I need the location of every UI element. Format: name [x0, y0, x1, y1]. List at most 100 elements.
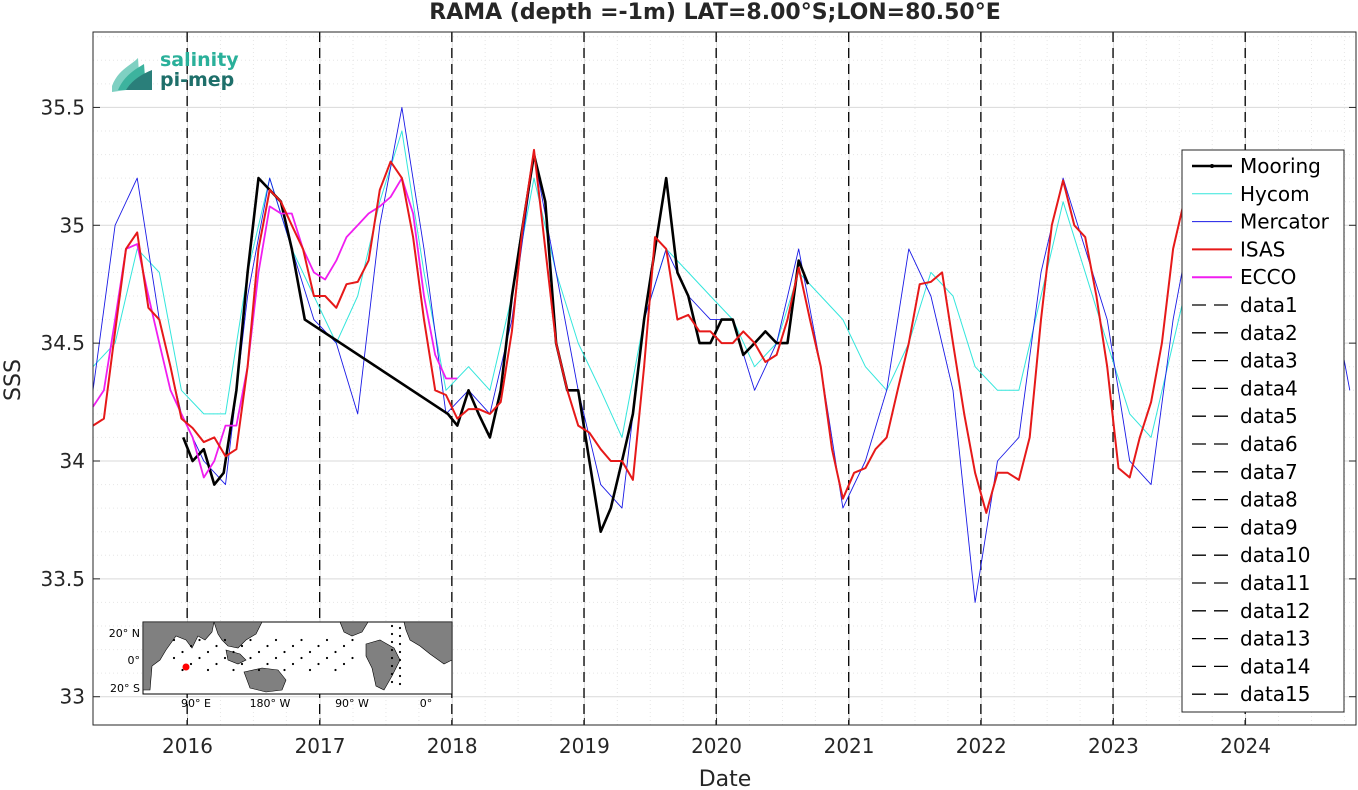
inset-mooring-dot: [342, 644, 346, 648]
inset-mooring-dot: [390, 664, 394, 668]
inset-mooring-dot: [198, 638, 201, 642]
inset-mooring-dot: [300, 656, 303, 660]
inset-mooring-dot: [317, 644, 320, 648]
inset-mooring-dot: [223, 638, 227, 642]
inset-mooring-dot: [325, 638, 329, 642]
legend: Mooring Hycom Mercator ISAS ECCO data1 data2 da…: [1181, 149, 1345, 713]
inset-lat-label-1: 20° N: [109, 627, 140, 640]
inset-mooring-dot: [215, 662, 218, 666]
inset-mooring-dot: [266, 662, 269, 666]
inset-lat-label-3: 20° S: [110, 682, 140, 695]
legend-label: Mercator: [1240, 210, 1330, 234]
inset-landmass: [142, 621, 215, 691]
y-tick-label: 35: [60, 213, 85, 237]
inset-mooring-dot: [274, 638, 278, 642]
inset-mooring-dot: [172, 656, 176, 660]
chart-title: RAMA (depth =-1m) LAT=8.00°S;LON=80.50°E: [429, 0, 1000, 25]
legend-box: [1181, 149, 1345, 713]
inset-landmass: [365, 639, 401, 691]
inset-mooring-dots: [172, 624, 402, 686]
legend-label: data5: [1240, 404, 1298, 428]
x-tick-label: 2024: [1220, 734, 1271, 758]
inset-mooring-dot: [257, 668, 261, 672]
y-tick-label: 35.5: [40, 95, 85, 119]
x-tick-label: 2018: [427, 734, 478, 758]
y-tick-label: 34: [60, 449, 85, 473]
legend-label: data8: [1240, 488, 1298, 512]
inset-mooring-dot: [351, 656, 354, 660]
legend-label: data2: [1240, 321, 1298, 345]
inset-mooring-dot: [334, 650, 337, 654]
legend-label: Mooring: [1240, 154, 1321, 178]
inset-mooring-dot: [398, 666, 402, 670]
inset-mooring-dot: [291, 662, 295, 666]
legend-label: data15: [1240, 682, 1311, 706]
legend-marker: [1210, 164, 1214, 168]
x-tick-label: 2020: [691, 734, 742, 758]
inset-mooring-dot: [390, 632, 394, 636]
legend-label: data3: [1240, 349, 1298, 373]
inset-mooring-dot: [240, 662, 244, 666]
inset-mooring-dot: [390, 680, 394, 684]
inset-landmass: [213, 621, 263, 649]
x-tick-label: 2016: [162, 734, 213, 758]
inset-lon-label-3: 90° W: [335, 697, 369, 710]
inset-mooring-dot: [398, 650, 402, 654]
inset-mooring-dot: [283, 668, 286, 672]
inset-mooring-dot: [189, 644, 193, 648]
legend-label: data4: [1240, 376, 1298, 400]
inset-mooring-dot: [351, 638, 354, 642]
inset-mooring-dot: [390, 656, 394, 660]
inset-mooring-dot: [398, 626, 402, 630]
inset-mooring-dot: [198, 656, 201, 660]
legend-label: data9: [1240, 515, 1298, 539]
salinity-pi-mep-logo: salinity pi-mep: [112, 49, 239, 92]
plot-area: [93, 32, 1356, 725]
inset-mooring-dot: [390, 672, 394, 676]
x-tick-label: 2023: [1088, 734, 1139, 758]
series-line-isas: [92, 148, 1185, 514]
inset-mooring-dot: [398, 642, 402, 646]
mooring-location-marker: [182, 663, 190, 671]
legend-label: data1: [1240, 293, 1298, 317]
inset-mooring-dot: [232, 668, 235, 672]
legend-label: ECCO: [1240, 265, 1296, 289]
inset-mooring-dot: [206, 650, 210, 654]
inset-mooring-dot: [206, 668, 210, 672]
legend-label: data11: [1240, 571, 1311, 595]
x-tick-label: 2021: [824, 734, 875, 758]
inset-mooring-dot: [308, 668, 312, 672]
inset-mooring-dot: [390, 624, 394, 628]
inset-mooring-dot: [300, 638, 303, 642]
inset-mooring-dot: [215, 644, 218, 648]
inset-mooring-dot: [334, 668, 337, 672]
year-divider-lines: [186, 32, 1246, 725]
inset-mooring-dot: [291, 644, 295, 648]
legend-label: data6: [1240, 432, 1298, 456]
y-axis-ticks: 33 33.5 34 34.5 35 35.5: [40, 95, 1356, 709]
wave-logo-icon: [112, 58, 152, 92]
inset-mooring-dot: [317, 662, 320, 666]
x-tick-label: 2019: [559, 734, 610, 758]
inset-mooring-dot: [274, 656, 278, 660]
legend-label: data7: [1240, 460, 1298, 484]
legend-label: data10: [1240, 543, 1311, 567]
inset-lat-label-2: 0°: [128, 654, 141, 667]
legend-items: Mooring Hycom Mercator ISAS ECCO data1 data2 da…: [1192, 154, 1330, 706]
inset-mooring-dot: [232, 650, 235, 654]
inset-mooring-dot: [390, 640, 394, 644]
inset-mooring-dot: [325, 656, 329, 660]
inset-mooring-dot: [342, 662, 346, 666]
legend-label: ISAS: [1240, 237, 1285, 261]
inset-mooring-dot: [257, 650, 261, 654]
x-tick-label: 2022: [956, 734, 1007, 758]
axes-frame: [92, 31, 1357, 726]
y-tick-label: 34.5: [40, 331, 85, 355]
data-series: [92, 106, 1351, 603]
legend-label: data13: [1240, 627, 1311, 651]
series-line-ecco: [92, 177, 458, 479]
logo-line2: pi-mep: [160, 69, 234, 91]
inset-mooring-dot: [249, 656, 252, 660]
inset-mooring-dot: [223, 656, 227, 660]
